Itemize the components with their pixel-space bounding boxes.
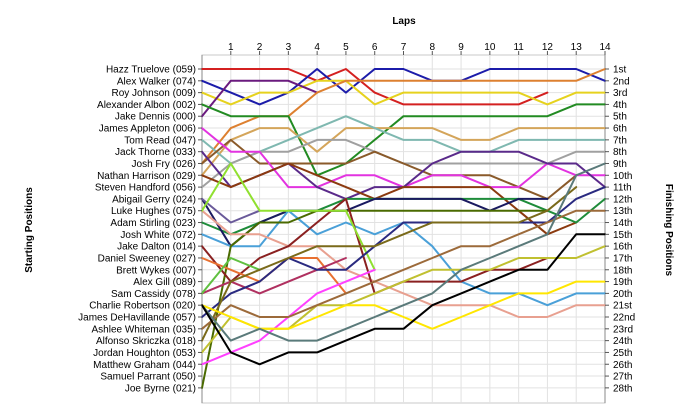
start-label: Jake Dalton (014) <box>117 242 196 253</box>
start-label: Joe Byrne (021) <box>125 383 196 394</box>
finish-label: 24th <box>613 336 632 347</box>
start-label: Alfonso Skriczka (018) <box>96 336 196 347</box>
x-tick-label: 10 <box>484 42 496 53</box>
start-label: James DeHavillande (057) <box>78 313 196 324</box>
finish-label: 27th <box>613 372 632 383</box>
series-line-22 <box>201 257 347 295</box>
start-label: Josh White (072) <box>120 230 196 241</box>
finish-label: 9th <box>613 159 627 170</box>
start-label: Daniel Sweeney (027) <box>98 253 196 264</box>
start-label: Hazz Truelove (059) <box>106 65 196 76</box>
finish-label: 25th <box>613 348 632 359</box>
finish-label: 15th <box>613 230 632 241</box>
series-line-7 <box>201 127 606 177</box>
finish-label: 26th <box>613 360 632 371</box>
finish-label: 16th <box>613 242 632 253</box>
series-line-21 <box>201 197 261 224</box>
start-label: Josh Fry (026) <box>132 159 196 170</box>
x-tick-label: 2 <box>257 42 263 53</box>
start-label: Roy Johnson (009) <box>112 88 197 99</box>
start-label: Charlie Robertson (020) <box>89 301 196 312</box>
start-label: Alexander Albon (002) <box>97 100 196 111</box>
series-line-6 <box>201 103 606 177</box>
series-layer <box>201 68 606 389</box>
x-tick-label: 1 <box>228 42 234 53</box>
x-tick-label: 9 <box>458 42 464 53</box>
series-line-23 <box>201 162 376 271</box>
finish-label: 22nd <box>613 313 635 324</box>
finish-label: 4th <box>613 100 627 111</box>
x-tick-label: 6 <box>372 42 378 53</box>
start-label: James Appleton (006) <box>99 124 196 135</box>
series-line-26 <box>201 186 578 342</box>
finish-label: 11th <box>613 183 632 194</box>
finish-label: 3rd <box>613 88 627 99</box>
finish-label: 28th <box>613 383 632 394</box>
finish-label: 1st <box>613 65 627 76</box>
series-line-29 <box>201 209 606 330</box>
x-tick-label: 11 <box>513 42 524 53</box>
x-tick-label: 14 <box>599 42 611 53</box>
series-line-18 <box>201 209 606 318</box>
series-line-32 <box>201 233 606 366</box>
x-tick-label: 3 <box>286 42 292 53</box>
start-label: Adam Stirling (023) <box>110 218 196 229</box>
series-line-25 <box>201 186 606 318</box>
start-label: Nathan Harrison (029) <box>97 171 196 182</box>
series-line-13 <box>201 162 578 236</box>
series-line-1 <box>201 68 549 106</box>
start-label: Jake Dennis (000) <box>115 112 196 123</box>
finish-label: 14th <box>613 218 632 229</box>
finish-label: 2nd <box>613 76 630 87</box>
left-axis-title: Starting Positions <box>24 187 35 273</box>
series-line-10 <box>201 138 578 200</box>
start-label: Samuel Parrant (050) <box>100 372 196 383</box>
start-label: Sam Cassidy (078) <box>111 289 196 300</box>
x-tick-label: 7 <box>401 42 407 53</box>
finish-label: 18th <box>613 265 632 276</box>
series-line-2 <box>201 68 606 106</box>
finish-label: 23rd <box>613 324 633 335</box>
start-label: Abigail Gerry (024) <box>112 194 196 205</box>
finish-label: 10th <box>613 171 632 182</box>
finish-label: 19th <box>613 277 632 288</box>
finish-label: 8th <box>613 147 627 158</box>
series-line-3 <box>201 79 606 106</box>
starting-position-labels: Hazz Truelove (059)Alex Walker (074)Roy … <box>78 65 202 394</box>
series-line-24 <box>201 257 261 295</box>
series-line-4 <box>201 79 319 118</box>
finish-label: 7th <box>613 135 627 146</box>
finishing-position-labels: 1st2nd3rd4th5th6th7th8th9th10th11th12th1… <box>605 65 635 394</box>
start-label: Tom Read (047) <box>124 135 196 146</box>
x-tick-label: 4 <box>314 42 320 53</box>
start-label: Luke Hughes (075) <box>111 206 196 217</box>
x-axis-title: Laps <box>392 16 416 27</box>
x-tick-label: 5 <box>343 42 349 53</box>
series-line-17 <box>201 209 549 389</box>
x-tick-label: 12 <box>542 42 554 53</box>
x-tick-label: 13 <box>571 42 583 53</box>
start-label: Steven Handford (056) <box>95 183 196 194</box>
finish-label: 5th <box>613 112 627 123</box>
finish-label: 20th <box>613 289 632 300</box>
finish-label: 13th <box>613 206 632 217</box>
x-tick-label: 8 <box>430 42 436 53</box>
series-line-8 <box>201 115 606 165</box>
start-label: Ashlee Whiteman (035) <box>92 324 197 335</box>
start-label: Jordan Houghton (053) <box>93 348 196 359</box>
finish-label: 17th <box>613 253 632 264</box>
finish-label: 12th <box>613 194 632 205</box>
right-axis-title: Finishing Positions <box>663 184 674 277</box>
start-label: Alex Walker (074) <box>117 76 196 87</box>
x-axis-ticks: 1 2 3 4 5 6 7 8 9 10 11 12 13 14 <box>228 42 611 55</box>
finish-label: 21st <box>613 301 632 312</box>
start-label: Jack Thorne (033) <box>115 147 196 158</box>
start-label: Alex Gill (089) <box>133 277 196 288</box>
finish-label: 6th <box>613 124 627 135</box>
start-label: Brett Wykes (007) <box>116 265 196 276</box>
start-label: Matthew Graham (044) <box>93 360 196 371</box>
series-line-30 <box>201 280 606 330</box>
series-line-31 <box>201 162 606 342</box>
